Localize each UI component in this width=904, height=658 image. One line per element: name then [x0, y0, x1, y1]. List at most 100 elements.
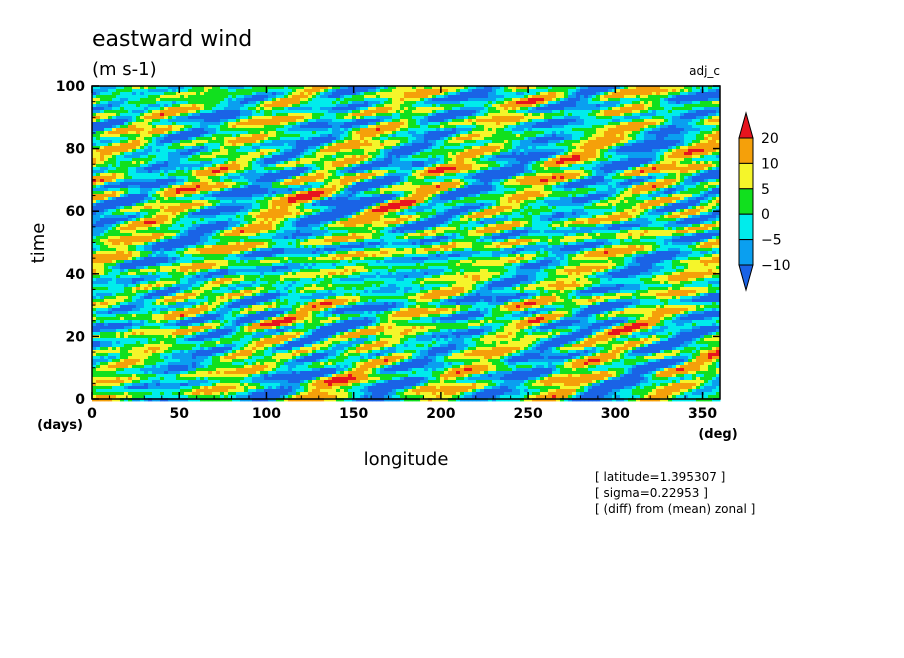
- field-cell: [188, 179, 192, 182]
- field-cell: [556, 134, 560, 137]
- field-cell: [260, 98, 264, 101]
- field-cell: [480, 119, 484, 122]
- field-cell: [108, 176, 112, 179]
- field-cell: [408, 149, 412, 152]
- field-cell: [120, 122, 124, 125]
- field-cell: [124, 110, 128, 113]
- field-cell: [352, 116, 356, 119]
- field-cell: [128, 131, 132, 134]
- field-cell: [484, 113, 488, 116]
- field-cell: [284, 95, 288, 98]
- field-cell: [176, 131, 180, 134]
- field-cell: [436, 137, 440, 140]
- field-cell: [440, 101, 444, 104]
- field-cell: [536, 92, 540, 95]
- field-cell: [704, 146, 708, 149]
- field-cell: [356, 179, 360, 182]
- field-cell: [628, 134, 632, 137]
- field-cell: [684, 119, 688, 122]
- field-cell: [296, 104, 300, 107]
- field-cell: [232, 113, 236, 116]
- field-cell: [128, 89, 132, 92]
- field-cell: [620, 110, 624, 113]
- field-cell: [428, 137, 432, 140]
- field-cell: [708, 101, 712, 104]
- field-cell: [524, 152, 528, 155]
- field-cell: [636, 95, 640, 98]
- field-cell: [204, 95, 208, 98]
- field-cell: [200, 95, 204, 98]
- field-cell: [200, 113, 204, 116]
- field-cell: [584, 167, 588, 170]
- field-cell: [456, 98, 460, 101]
- field-cell: [292, 89, 296, 92]
- field-cell: [524, 146, 528, 149]
- field-cell: [400, 164, 404, 167]
- field-cell: [428, 104, 432, 107]
- field-cell: [492, 137, 496, 140]
- field-cell: [108, 131, 112, 134]
- field-cell: [620, 173, 624, 176]
- field-cell: [120, 134, 124, 137]
- field-cell: [112, 89, 116, 92]
- field-cell: [688, 104, 692, 107]
- field-cell: [416, 167, 420, 170]
- field-cell: [660, 161, 664, 164]
- field-cell: [152, 89, 156, 92]
- field-cell: [644, 158, 648, 161]
- field-cell: [500, 110, 504, 113]
- field-cell: [532, 116, 536, 119]
- field-cell: [276, 104, 280, 107]
- field-cell: [284, 155, 288, 158]
- field-cell: [464, 179, 468, 182]
- field-cell: [200, 98, 204, 101]
- field-cell: [708, 140, 712, 143]
- field-cell: [180, 140, 184, 143]
- field-cell: [424, 146, 428, 149]
- field-cell: [668, 95, 672, 98]
- field-cell: [648, 125, 652, 128]
- field-cell: [248, 95, 252, 98]
- field-cell: [96, 89, 100, 92]
- field-cell: [664, 155, 668, 158]
- field-cell: [576, 110, 580, 113]
- field-cell: [532, 146, 536, 149]
- field-cell: [604, 128, 608, 131]
- field-cell: [432, 155, 436, 158]
- field-cell: [652, 131, 656, 134]
- field-cell: [364, 116, 368, 119]
- field-cell: [416, 170, 420, 173]
- field-cell: [620, 122, 624, 125]
- field-cell: [284, 179, 288, 182]
- field-cell: [268, 173, 272, 176]
- field-cell: [676, 149, 680, 152]
- field-cell: [252, 104, 256, 107]
- field-cell: [460, 119, 464, 122]
- field-cell: [316, 149, 320, 152]
- field-cell: [680, 98, 684, 101]
- field-cell: [284, 122, 288, 125]
- field-cell: [440, 140, 444, 143]
- field-cell: [196, 137, 200, 140]
- field-cell: [272, 161, 276, 164]
- field-cell: [344, 164, 348, 167]
- field-cell: [356, 167, 360, 170]
- field-cell: [512, 134, 516, 137]
- field-cell: [128, 92, 132, 95]
- field-cell: [480, 110, 484, 113]
- field-cell: [556, 170, 560, 173]
- field-cell: [616, 92, 620, 95]
- field-cell: [204, 134, 208, 137]
- field-cell: [588, 98, 592, 101]
- field-cell: [692, 92, 696, 95]
- field-cell: [388, 119, 392, 122]
- field-cell: [440, 164, 444, 167]
- field-cell: [548, 104, 552, 107]
- field-cell: [588, 161, 592, 164]
- field-cell: [300, 134, 304, 137]
- wind-field: [92, 86, 720, 401]
- field-cell: [408, 143, 412, 146]
- field-cell: [564, 167, 568, 170]
- field-cell: [240, 125, 244, 128]
- field-cell: [276, 92, 280, 95]
